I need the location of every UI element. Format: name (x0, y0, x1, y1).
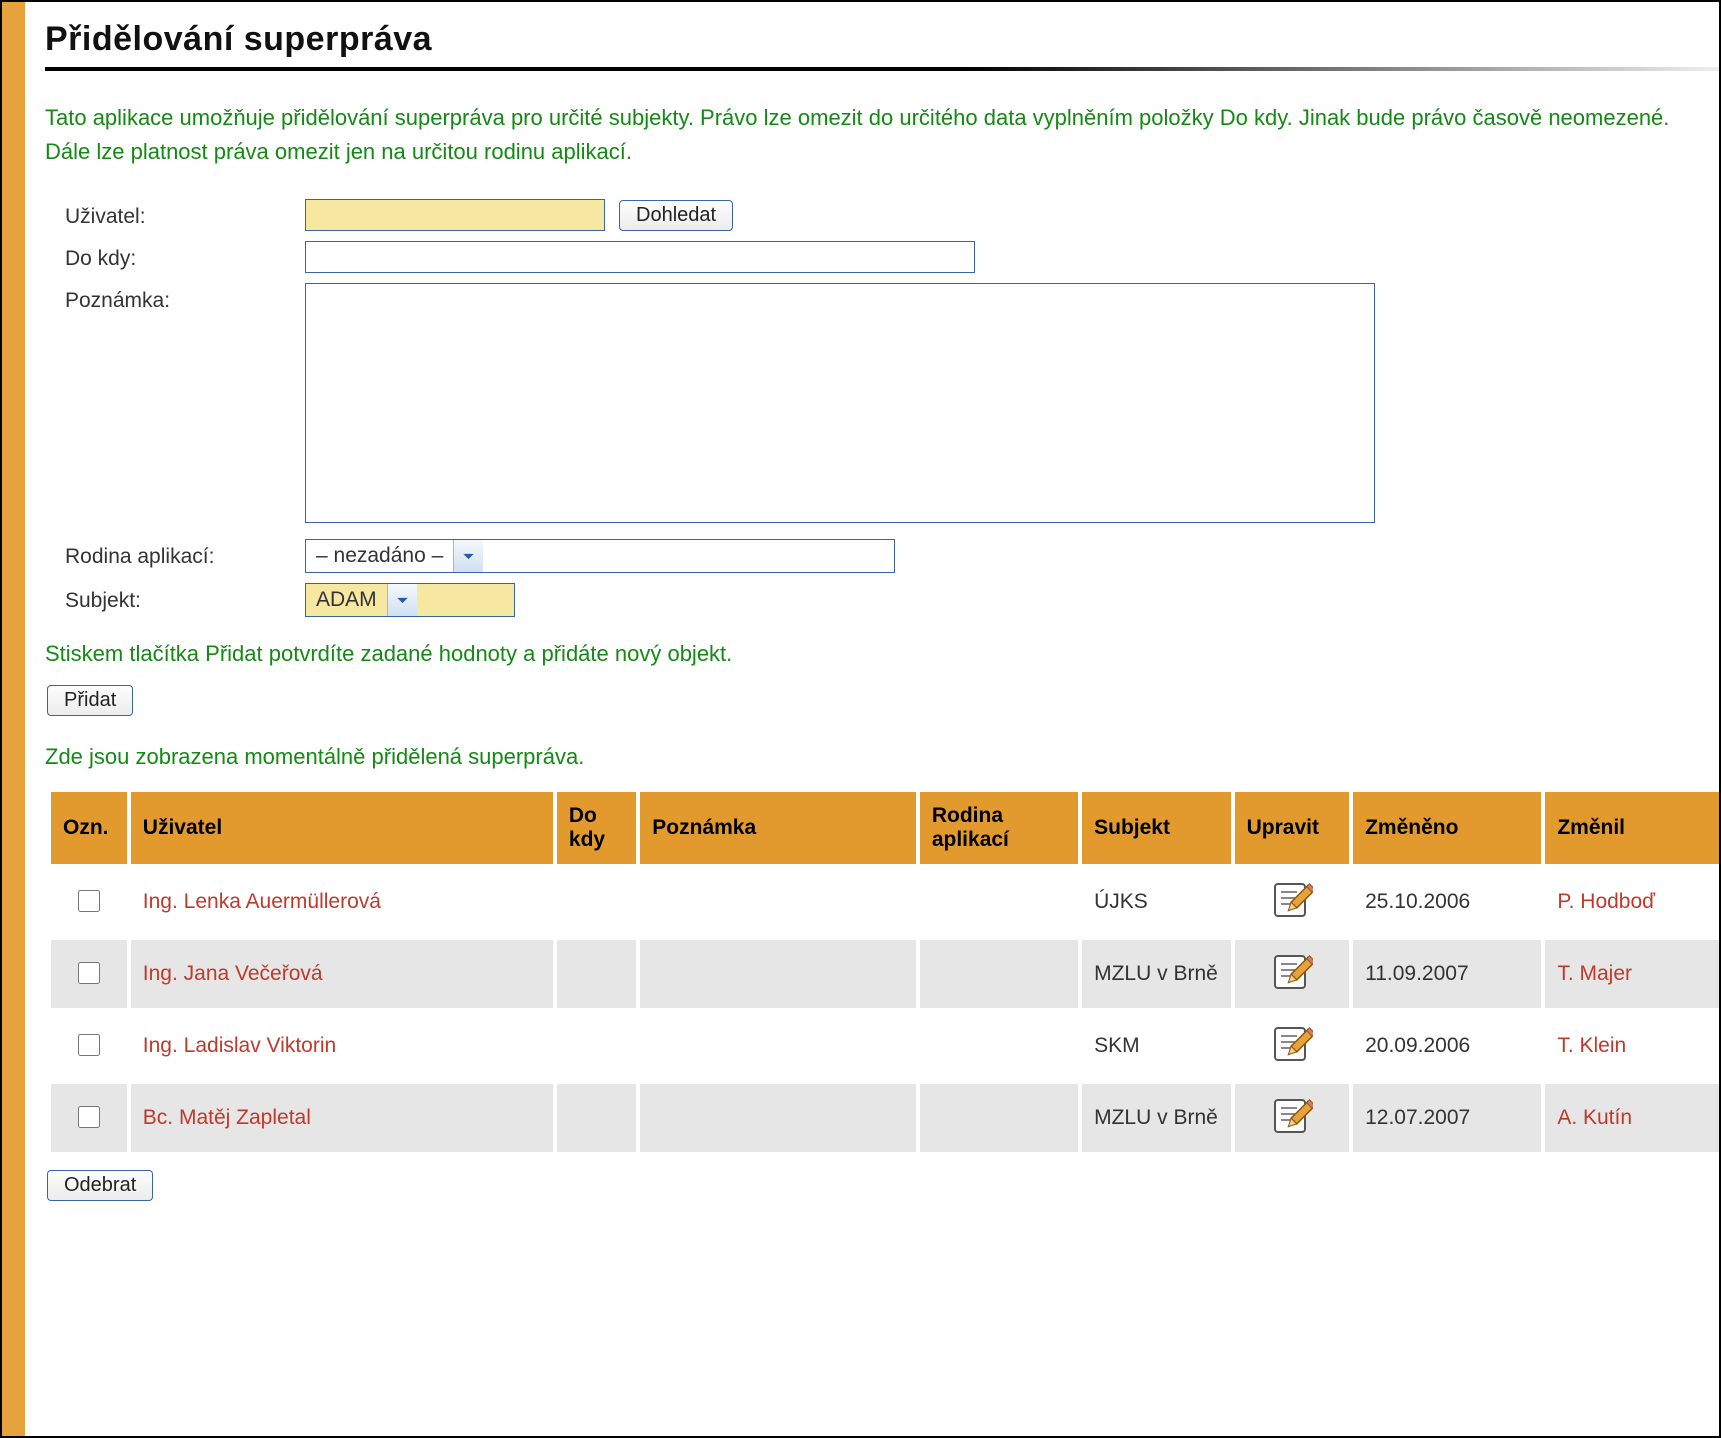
assignment-form: Uživatel: Dohledat Do kdy: Poznámka: Rod… (65, 199, 1719, 617)
changed-by-link[interactable]: P. Hodboď (1557, 890, 1655, 913)
edit-cell (1235, 940, 1349, 1008)
table-header-cell: Změnil (1545, 792, 1721, 864)
subject-cell: MZLU v Brně (1082, 940, 1231, 1008)
remove-button[interactable]: Odebrat (47, 1170, 153, 1201)
edit-icon[interactable] (1271, 950, 1313, 992)
row-select-checkbox[interactable] (78, 1034, 100, 1056)
table-row: Ing. Jana Večeřová MZLU v Brně 11.09.2007… (51, 940, 1721, 1008)
edit-icon[interactable] (1271, 1094, 1313, 1136)
changed-by-link[interactable]: T. Klein (1557, 1034, 1626, 1057)
until-input[interactable] (305, 241, 975, 273)
note-cell (640, 1012, 916, 1080)
until-label: Do kdy: (65, 241, 305, 271)
user-link[interactable]: Bc. Matěj Zapletal (143, 1106, 311, 1129)
chevron-down-icon (453, 540, 483, 572)
user-cell: Ing. Lenka Auermüllerová (131, 868, 553, 936)
row-select-cell (51, 1084, 127, 1152)
note-cell (640, 940, 916, 1008)
rights-table: Ozn.UživatelDo kdyPoznámkaRodina aplikac… (47, 788, 1721, 1156)
lookup-button[interactable]: Dohledat (619, 200, 733, 231)
edit-cell (1235, 868, 1349, 936)
row-select-checkbox[interactable] (78, 1106, 100, 1128)
table-row: Bc. Matěj Zapletal MZLU v Brně 12.07.2007… (51, 1084, 1721, 1152)
table-header-cell: Změněno (1353, 792, 1541, 864)
user-link[interactable]: Ing. Jana Večeřová (143, 962, 323, 985)
until-cell (557, 1084, 636, 1152)
table-header-cell: Rodina aplikací (920, 792, 1078, 864)
user-label: Uživatel: (65, 199, 305, 229)
table-row: Ing. Lenka Auermüllerová ÚJKS 25.10.2006 P… (51, 868, 1721, 936)
row-select-checkbox[interactable] (78, 890, 100, 912)
changed-by-cell: A. Kutín (1545, 1084, 1721, 1152)
sidebar-accent-stripe (2, 2, 25, 1436)
helper-add-text: Stiskem tlačítka Přidat potvrdíte zadané… (45, 641, 1719, 667)
changed-on-cell: 11.09.2007 (1353, 940, 1541, 1008)
changed-by-cell: T. Majer (1545, 940, 1721, 1008)
table-header-cell: Upravit (1235, 792, 1349, 864)
helper-list-text: Zde jsou zobrazena momentálně přidělená … (45, 744, 1719, 770)
user-link[interactable]: Ing. Ladislav Viktorin (143, 1034, 336, 1057)
add-button[interactable]: Přidat (47, 685, 133, 716)
until-cell (557, 940, 636, 1008)
until-cell (557, 868, 636, 936)
appfamily-cell (920, 940, 1078, 1008)
intro-text: Tato aplikace umožňuje přidělování super… (45, 101, 1719, 169)
note-textarea[interactable] (305, 283, 1375, 523)
edit-cell (1235, 1012, 1349, 1080)
changed-by-link[interactable]: T. Majer (1557, 962, 1632, 985)
title-divider (45, 67, 1719, 71)
user-cell: Ing. Ladislav Viktorin (131, 1012, 553, 1080)
row-select-checkbox[interactable] (78, 962, 100, 984)
row-select-cell (51, 940, 127, 1008)
changed-on-cell: 12.07.2007 (1353, 1084, 1541, 1152)
edit-icon[interactable] (1271, 878, 1313, 920)
subject-select-value: ADAM (306, 584, 387, 616)
appfamily-cell (920, 868, 1078, 936)
table-header-cell: Poznámka (640, 792, 916, 864)
note-cell (640, 868, 916, 936)
appfamily-cell (920, 1084, 1078, 1152)
note-label: Poznámka: (65, 283, 305, 313)
row-select-cell (51, 868, 127, 936)
user-link[interactable]: Ing. Lenka Auermüllerová (143, 890, 381, 913)
subject-select[interactable]: ADAM (305, 583, 515, 617)
changed-by-cell: T. Klein (1545, 1012, 1721, 1080)
table-header-cell: Ozn. (51, 792, 127, 864)
user-input[interactable] (305, 199, 605, 231)
appfamily-cell (920, 1012, 1078, 1080)
note-cell (640, 1084, 916, 1152)
page-title: Přidělování superpráva (45, 20, 1719, 59)
appfamily-label: Rodina aplikací: (65, 539, 305, 569)
subject-label: Subjekt: (65, 583, 305, 613)
table-header-cell: Uživatel (131, 792, 553, 864)
changed-by-cell: P. Hodboď (1545, 868, 1721, 936)
edit-cell (1235, 1084, 1349, 1152)
until-cell (557, 1012, 636, 1080)
changed-on-cell: 25.10.2006 (1353, 868, 1541, 936)
table-row: Ing. Ladislav Viktorin SKM 20.09.2006 T. K… (51, 1012, 1721, 1080)
user-cell: Bc. Matěj Zapletal (131, 1084, 553, 1152)
changed-by-link[interactable]: A. Kutín (1557, 1106, 1632, 1129)
table-header-cell: Do kdy (557, 792, 636, 864)
edit-icon[interactable] (1271, 1022, 1313, 1064)
row-select-cell (51, 1012, 127, 1080)
subject-cell: ÚJKS (1082, 868, 1231, 936)
table-header-cell: Subjekt (1082, 792, 1231, 864)
subject-cell: MZLU v Brně (1082, 1084, 1231, 1152)
changed-on-cell: 20.09.2006 (1353, 1012, 1541, 1080)
appfamily-select-value: – nezadáno – (306, 540, 453, 572)
appfamily-select[interactable]: – nezadáno – (305, 539, 895, 573)
subject-cell: SKM (1082, 1012, 1231, 1080)
chevron-down-icon (387, 584, 417, 616)
user-cell: Ing. Jana Večeřová (131, 940, 553, 1008)
